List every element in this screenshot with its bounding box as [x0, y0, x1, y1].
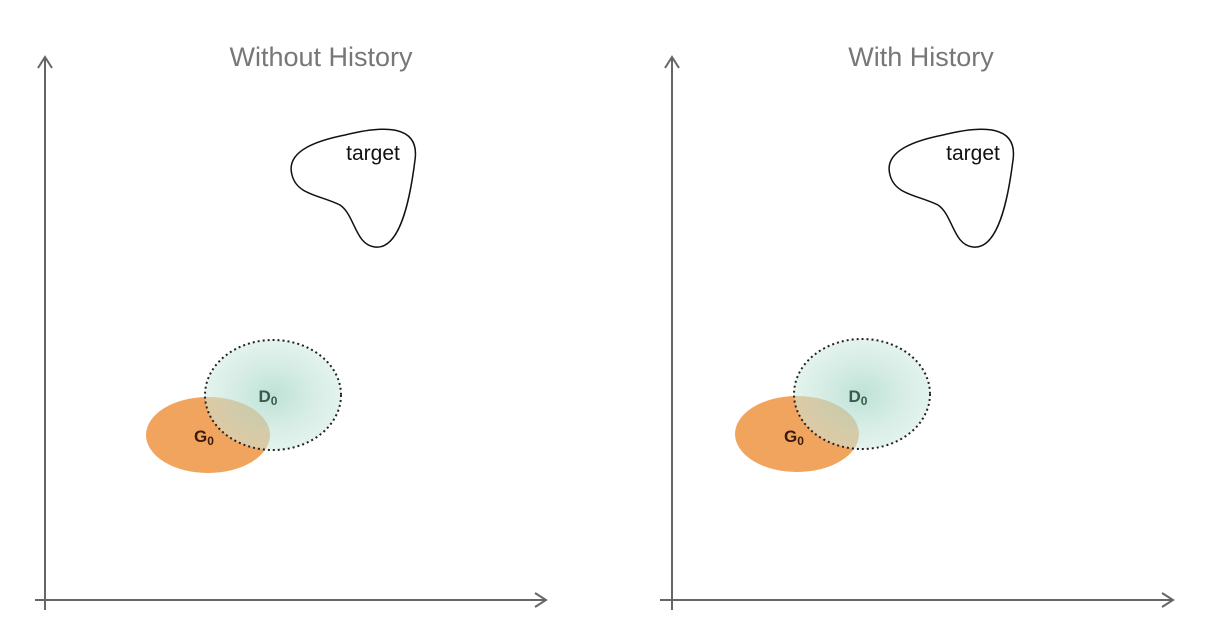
g-label: G0 — [784, 427, 804, 448]
y-arrow — [37, 55, 53, 69]
target-label: target — [946, 142, 1000, 165]
d-label-sub: 0 — [271, 394, 278, 408]
discriminator-dist — [793, 338, 931, 450]
d-label: D0 — [259, 387, 278, 408]
g-label-sub: 0 — [797, 434, 804, 448]
target-region — [888, 128, 1015, 248]
g-label-sub: 0 — [207, 434, 214, 448]
x-arrow — [534, 592, 548, 608]
panel-title: Without History — [229, 42, 413, 72]
d-label-sub: 0 — [861, 394, 868, 408]
d-label-main: D — [849, 387, 861, 406]
panel-title: With History — [848, 42, 994, 72]
g-label-main: G — [194, 427, 207, 446]
y-arrow — [664, 55, 680, 69]
panel-left: Without History target D0 G0 — [35, 42, 548, 610]
g-label-main: G — [784, 427, 797, 446]
target-region — [290, 128, 417, 248]
target-label: target — [346, 142, 400, 165]
g-label: G0 — [194, 427, 214, 448]
panel-right: With History target D0 G0 — [660, 42, 1175, 610]
discriminator-dist — [204, 339, 342, 451]
d-label-main: D — [259, 387, 271, 406]
d-label: D0 — [849, 387, 868, 408]
x-arrow — [1161, 592, 1175, 608]
